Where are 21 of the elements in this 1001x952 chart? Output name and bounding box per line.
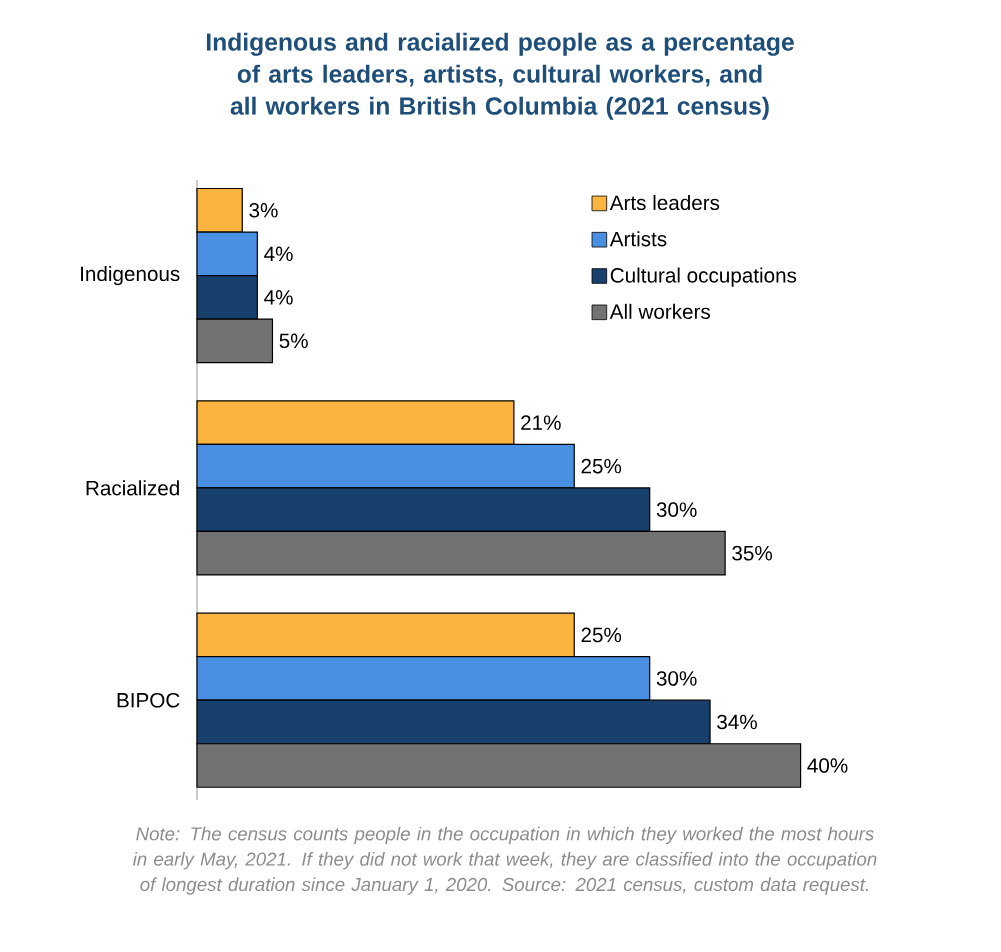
y-tick-label: Racialized	[86, 480, 179, 496]
chart-title: Indigenous and racialized people as a percentage of arts leaders, artists, cultural workers, and all workers in British Columbia (2021 census)	[206, 32, 794, 120]
text: Note: The census counts people in the occupation in which they worked the most hours in early May, 2021. If they did not work that week, they are classified into the occupation of longest duration since January 1, 2020. Source: 2021 census, custom data request.	[132, 826, 877, 895]
legend-label: Artists	[609, 231, 667, 247]
data-label: 4%	[264, 290, 293, 305]
legend-label: Arts leaders	[609, 194, 720, 211]
data-label: 4%	[264, 246, 293, 262]
data-label: 30%	[656, 502, 697, 517]
data-label: 35%	[732, 545, 773, 561]
data-label: 30%	[656, 671, 697, 686]
y-tick-label: BIPOC	[117, 692, 180, 708]
data-label: 3%	[249, 202, 278, 218]
data-label: 25%	[581, 458, 622, 474]
legend-label: All workers	[609, 303, 711, 320]
data-label: 25%	[581, 627, 622, 643]
legend-label: Cultural occupations	[610, 267, 797, 287]
y-tick-label: Indigenous	[81, 265, 180, 286]
data-label: 21%	[521, 415, 561, 430]
data-label: 5%	[279, 333, 308, 349]
data-label: 40%	[807, 758, 848, 773]
data-label: 34%	[717, 714, 757, 730]
